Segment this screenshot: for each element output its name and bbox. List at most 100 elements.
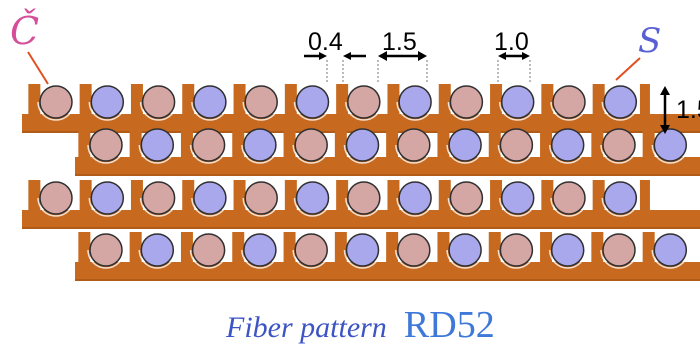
fiber-cladding [138, 249, 177, 269]
scintillation-fiber [653, 233, 688, 267]
fiber-cladding [242, 101, 280, 121]
cherenkov-fiber [141, 85, 176, 119]
copper-rib [387, 180, 400, 219]
scintillation-fiber [193, 85, 227, 119]
copper-rib [180, 232, 193, 271]
copper-rib [541, 180, 554, 219]
scintillation-fiber [345, 128, 380, 162]
scintillation-fiber [295, 85, 330, 119]
cherenkov-fiber [552, 181, 586, 215]
copper-rib [540, 232, 553, 271]
pitch-dimension-arrowhead [418, 51, 427, 61]
scintillation-fiber [140, 233, 175, 267]
copper-rib [79, 180, 92, 219]
scintillation-fiber [500, 181, 535, 215]
copper-rib [182, 84, 195, 123]
cherenkov-fiber [602, 128, 636, 162]
copper-rib [180, 127, 193, 166]
copper-rib [336, 180, 349, 219]
copper-rib [540, 127, 553, 166]
cherenkov-fiber [552, 85, 586, 119]
copper-rib [182, 180, 195, 219]
pitch-dimension-arrowhead [378, 51, 387, 61]
cherenkov-fiber [39, 85, 73, 119]
cherenkov-fiber [191, 128, 226, 162]
fiber-cladding [601, 101, 640, 121]
cherenkov-fiber [294, 128, 328, 162]
scintillation-fiber [550, 128, 585, 162]
cherenkov-fiber [89, 233, 123, 267]
gap-dimension: 0.4 [304, 28, 366, 84]
diameter-dimension-arrowhead [522, 52, 530, 60]
copper-rib [283, 232, 296, 271]
copper-rib [284, 180, 297, 219]
scintillation-fiber [603, 85, 638, 119]
fiber-cladding [343, 144, 382, 164]
scintillation-fiber [345, 233, 380, 267]
copper-rib [437, 232, 450, 271]
gap-dimension-arrowhead [343, 52, 351, 60]
diameter-dimension-arrowhead [498, 52, 506, 60]
fiber-cladding [343, 249, 382, 269]
cherenkov-fiber [141, 181, 176, 215]
gap-dimension-value: 0.4 [308, 28, 343, 56]
fiber-cladding [241, 249, 279, 269]
copper-rib [592, 180, 605, 219]
copper-rib [28, 84, 41, 123]
copper-rib [488, 127, 501, 166]
fiber-cladding [292, 249, 330, 269]
scintillation-fiber [448, 128, 482, 162]
fiber-cladding [292, 144, 330, 164]
fiber-cladding [241, 144, 279, 164]
cherenkov-fiber [244, 85, 278, 119]
copper-rib [438, 84, 451, 123]
copper-rib [437, 127, 450, 166]
fiber-cladding [601, 197, 640, 217]
copper-rib [592, 84, 605, 123]
fiber-cladding [447, 101, 486, 121]
fiber-cladding [37, 197, 75, 217]
scintillation-fiber [448, 233, 482, 267]
scintillation-pointer [615, 57, 641, 81]
fiber-cladding [446, 249, 484, 269]
fiber-cladding [191, 101, 229, 121]
cherenkov-fiber [191, 233, 226, 267]
copper-rib [541, 84, 554, 123]
copper-rib [336, 84, 349, 123]
copper-rib [386, 127, 399, 166]
copper-rib [129, 232, 142, 271]
scintillation-fiber [243, 233, 277, 267]
fiber-cladding [139, 101, 178, 121]
copper-rib [639, 180, 650, 219]
fiber-cladding [548, 144, 587, 164]
fiber-cladding [395, 249, 433, 269]
diameter-dimension-value: 1.0 [494, 28, 529, 56]
copper-rib [639, 84, 650, 123]
copper-rib [233, 84, 246, 123]
fiber-cladding [242, 197, 280, 217]
fiber-cladding [345, 101, 383, 121]
cherenkov-fiber [89, 128, 123, 162]
cherenkov-fiber [449, 181, 484, 215]
fiber-cladding [293, 101, 332, 121]
row-spacing-dimension-value: 1.5 [676, 96, 700, 124]
scintillation-fiber [140, 128, 175, 162]
fiber-cladding [548, 249, 587, 269]
fiber-cladding [189, 144, 228, 164]
fiber-cladding [498, 101, 537, 121]
copper-rib [284, 84, 297, 123]
copper-rib [78, 127, 91, 166]
fiber-cladding [447, 197, 486, 217]
row-spacing-dimension: 1.5 [660, 86, 700, 134]
scintillation-fiber [295, 181, 330, 215]
fiber-cladding [396, 197, 434, 217]
fiber-cladding [550, 197, 588, 217]
fiber-cladding [651, 249, 690, 269]
scintillation-label: S [638, 21, 661, 61]
copper-rib [334, 232, 347, 271]
diameter-dimension: 1.0 [494, 28, 531, 84]
copper-rib [591, 232, 604, 271]
gap-dimension-arrowhead [319, 52, 327, 60]
caption-prefix: Fiber pattern [225, 311, 387, 344]
scintillation-fiber [550, 233, 585, 267]
